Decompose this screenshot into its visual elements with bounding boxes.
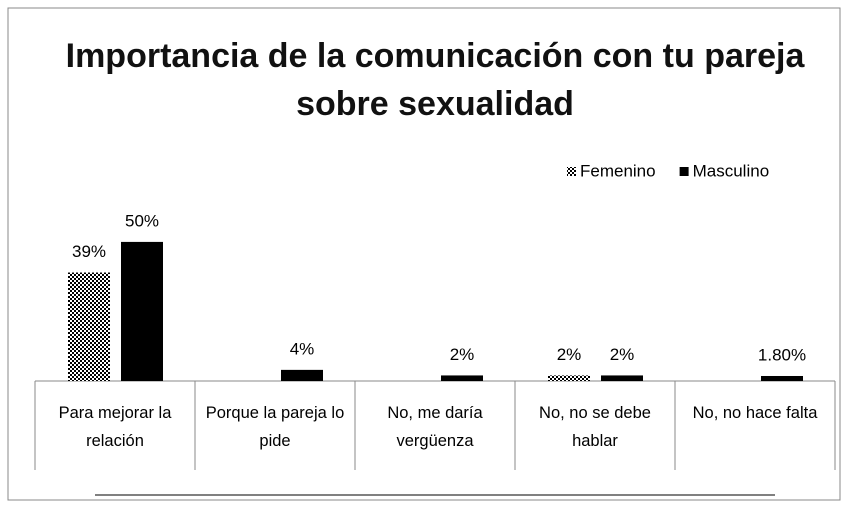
data-label: 50%	[125, 211, 159, 230]
bar	[761, 375, 803, 381]
bar	[281, 369, 323, 381]
x-tick-label: No, me daría vergüenza	[387, 404, 483, 450]
x-tick-label: Para mejorar la relación	[58, 404, 172, 450]
data-label: 2%	[450, 345, 475, 364]
legend-swatch	[567, 167, 576, 176]
data-label: 39%	[72, 242, 106, 261]
data-label: 4%	[290, 339, 315, 358]
legend-label: Masculino	[693, 161, 770, 180]
bar	[121, 241, 163, 381]
data-label: 2%	[557, 345, 582, 364]
bar	[548, 375, 590, 381]
x-tick-label: Porque la pareja lo pide	[205, 404, 345, 450]
bar	[601, 375, 643, 381]
legend-label: Femenino	[580, 161, 656, 180]
bar	[441, 375, 483, 381]
x-tick-label: No, no hace falta	[692, 404, 818, 422]
bar	[68, 272, 110, 381]
chart-title: Importancia de la comunicación con tu pa…	[65, 37, 805, 123]
legend-swatch	[679, 167, 689, 176]
x-tick-label: No, no se debe hablar	[539, 404, 651, 450]
data-label: 1.80%	[758, 345, 806, 364]
data-label: 2%	[610, 345, 635, 364]
